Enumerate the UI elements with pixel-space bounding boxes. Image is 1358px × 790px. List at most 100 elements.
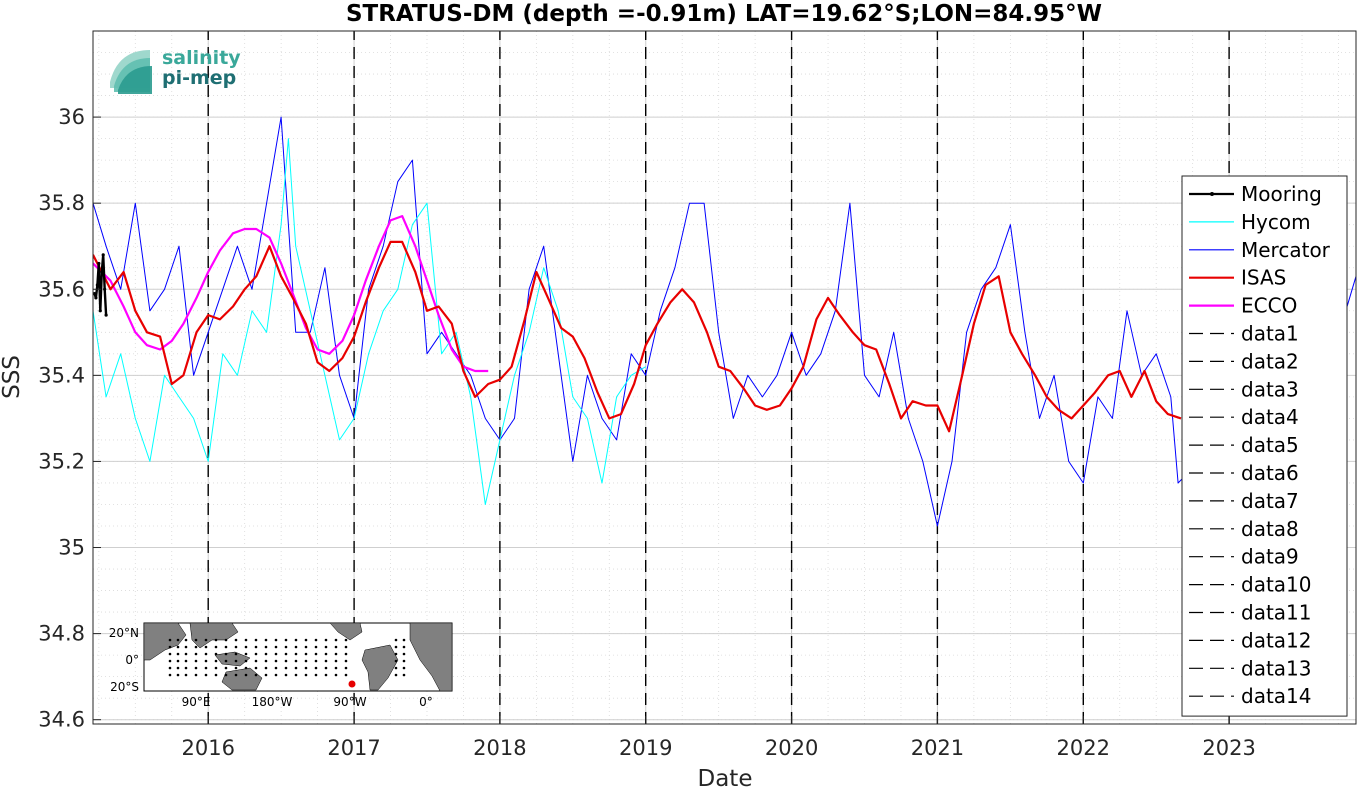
inset-station-dot (168, 645, 172, 649)
y-tick-label: 35 (58, 536, 85, 560)
inset-station-dot (204, 638, 208, 642)
inset-station-dot (304, 673, 308, 677)
inset-station-dot (344, 652, 348, 656)
inset-station-dot (204, 666, 208, 670)
legend-label: data1 (1241, 322, 1299, 346)
x-tick-label: 2018 (473, 736, 526, 760)
inset-station-dot (334, 666, 338, 670)
inset-station-dot (284, 652, 288, 656)
inset-station-dot (284, 645, 288, 649)
inset-station-dot (394, 659, 398, 663)
inset-station-dot (194, 666, 198, 670)
legend-label: ISAS (1241, 266, 1286, 290)
mooring-point (97, 261, 101, 266)
mooring-point (95, 283, 99, 287)
inset-station-dot (224, 673, 228, 677)
inset-station-dot (184, 652, 188, 656)
inset-station-dot (176, 652, 180, 656)
inset-land (143, 622, 453, 692)
inset-station-dot (254, 659, 258, 663)
legend-label: data3 (1241, 377, 1299, 401)
inset-station-dot (204, 673, 208, 677)
inset-station-dot (324, 645, 328, 649)
inset-station-dot (254, 673, 258, 677)
series-line-ecco (93, 215, 489, 373)
inset-station-dot (264, 659, 268, 663)
inset-station-dot (214, 645, 218, 649)
y-tick-label: 35.8 (38, 191, 85, 215)
inset-station-dot (224, 638, 228, 642)
y-tick-label: 35.4 (38, 363, 85, 387)
inset-station-dot (194, 652, 198, 656)
inset-station-dot (184, 673, 188, 677)
inset-xtick-label: 90°E (182, 695, 211, 709)
y-tick-label: 35.6 (38, 277, 85, 301)
inset-station-dot (294, 659, 298, 663)
inset-station-dot (254, 645, 258, 649)
mooring-point (101, 253, 105, 257)
y-axis-label: SSS (0, 355, 25, 399)
inset-station-dot (324, 666, 328, 670)
inset-station-dot (264, 645, 268, 649)
inset-station-dot (274, 645, 278, 649)
inset-station-dot (274, 673, 278, 677)
inset-station-dot (294, 638, 298, 642)
legend-label: Mooring (1241, 182, 1322, 206)
inset-station-dot (176, 673, 180, 677)
mooring-point (94, 296, 98, 300)
inset-station-dot (214, 652, 218, 656)
inset-station-dot (254, 666, 258, 670)
mooring-point (103, 287, 107, 291)
inset-station-dot (334, 652, 338, 656)
mooring-point (98, 309, 102, 313)
inset-station-dot (184, 645, 188, 649)
legend-label: Mercator (1241, 238, 1331, 262)
legend-label: data10 (1241, 573, 1312, 597)
inset-station-dot (402, 652, 406, 656)
inset-station-dot (204, 645, 208, 649)
mooring-point (104, 313, 108, 317)
inset-station-dot (324, 659, 328, 663)
inset-station-dot (394, 666, 398, 670)
inset-station-dot (304, 659, 308, 663)
inset-station-dot (244, 638, 248, 642)
inset-station-dot (284, 638, 288, 642)
inset-station-dot (168, 659, 172, 663)
inset-station-dot (234, 652, 238, 656)
inset-station-dot (168, 673, 172, 677)
legend-label: data2 (1241, 349, 1299, 373)
inset-station-dot (184, 666, 188, 670)
inset-station-dot (294, 645, 298, 649)
inset-station-dot (304, 666, 308, 670)
inset-station-dot (176, 659, 180, 663)
inset-station-dot (274, 659, 278, 663)
inset-ytick-label: 0° (125, 653, 139, 667)
x-tick-label: 2021 (911, 736, 964, 760)
inset-station-dot (224, 645, 228, 649)
inset-station-dot (334, 673, 338, 677)
inset-station-dot (394, 673, 398, 677)
inset-station-dot (334, 645, 338, 649)
inset-station-dot (264, 638, 268, 642)
inset-station-dot (304, 652, 308, 656)
legend-label: data5 (1241, 433, 1299, 457)
series-line-hycom (93, 138, 646, 505)
inset-station-dot (244, 666, 248, 670)
x-tick-label: 2020 (765, 736, 818, 760)
inset-station-dot (274, 638, 278, 642)
inset-station-dot (284, 673, 288, 677)
inset-station-dot (344, 645, 348, 649)
legend-label: data9 (1241, 545, 1299, 569)
inset-xtick-label: 180°W (252, 695, 293, 709)
inset-station-dot (214, 659, 218, 663)
inset-station-dot (324, 638, 328, 642)
legend-label: data13 (1241, 656, 1312, 680)
inset-station-dot (324, 673, 328, 677)
inset-station-dot (402, 645, 406, 649)
inset-station-dot (176, 666, 180, 670)
inset-ytick-label: 20°N (109, 626, 139, 640)
y-tick-label: 34.8 (38, 622, 85, 646)
legend-label: data4 (1241, 405, 1299, 429)
inset-map: 20°N 0° 20°S 90°E 180°W 90°W 0° (109, 622, 453, 709)
legend-marker (1210, 192, 1214, 196)
